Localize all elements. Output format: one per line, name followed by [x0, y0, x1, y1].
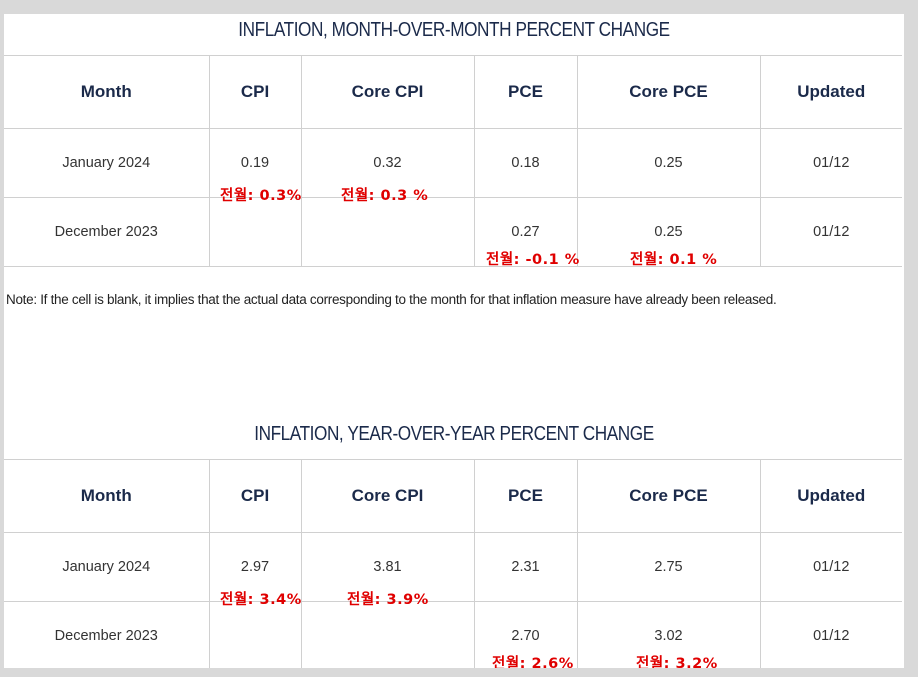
cell-core-cpi: 0.32 — [300, 128, 475, 198]
cell-cpi — [208, 197, 302, 267]
header-core-pce: Core PCE — [576, 55, 761, 129]
header-updated: Updated — [759, 55, 902, 129]
yoy-table-title: INFLATION, YEAR-OVER-YEAR PERCENT CHANGE — [254, 423, 654, 445]
cell-updated: 01/12 — [759, 197, 902, 267]
month-value: January 2024 — [62, 559, 151, 575]
annotation-jan-cpi-yoy: 전월: 3.4% — [220, 592, 302, 608]
cell-updated: 01/12 — [759, 532, 902, 602]
annotation-dec-core-pce-mom: 전월: 0.1 % — [630, 252, 718, 268]
header-core-cpi: Core CPI — [300, 459, 475, 533]
mom-table: Month CPI Core CPI PCE Core PCE Updated … — [4, 55, 902, 267]
cell-pce: 2.70 — [473, 601, 578, 668]
cell-cpi — [208, 601, 302, 668]
header-pce: PCE — [473, 459, 578, 533]
cell-month: January 2024 — [4, 128, 210, 198]
table-row: December 2023 0.27 0.25 01/12 — [4, 197, 902, 267]
mom-table-title: INFLATION, MONTH-OVER-MONTH PERCENT CHAN… — [238, 19, 670, 41]
cpi-value: 2.97 — [240, 559, 270, 575]
cell-updated: 01/12 — [759, 128, 902, 198]
header-month: Month — [4, 459, 210, 533]
cell-core-cpi — [300, 197, 475, 267]
header-core-pce: Core PCE — [576, 459, 761, 533]
month-value: January 2024 — [62, 155, 151, 171]
core-pce-value: 0.25 — [654, 155, 683, 171]
core-pce-value: 0.25 — [654, 224, 683, 240]
blank-cell-note: Note: If the cell is blank, it implies t… — [6, 292, 777, 307]
table-row: January 2024 0.19 0.32 0.18 0.25 01/12 — [4, 128, 902, 198]
header-cpi: CPI — [208, 459, 302, 533]
cpi-value: 0.19 — [240, 155, 270, 171]
cell-pce: 2.31 — [473, 532, 578, 602]
core-cpi-value: 3.81 — [373, 559, 402, 575]
annotation-jan-core-cpi-yoy: 전월: 3.9% — [347, 592, 429, 608]
header-core-cpi: Core CPI — [300, 55, 475, 129]
header-pce: PCE — [473, 55, 578, 129]
cell-month: January 2024 — [4, 532, 210, 602]
cell-month: December 2023 — [4, 197, 210, 267]
pce-value: 0.18 — [511, 155, 540, 171]
cell-core-pce: 0.25 — [576, 128, 761, 198]
updated-value: 01/12 — [813, 224, 850, 240]
cell-month: December 2023 — [4, 601, 210, 668]
core-pce-value: 3.02 — [654, 628, 683, 644]
pce-value: 2.31 — [511, 559, 540, 575]
annotation-dec-pce-mom: 전월: -0.1 % — [486, 252, 580, 268]
header-cpi: CPI — [208, 55, 302, 129]
yoy-table: Month CPI Core CPI PCE Core PCE Updated … — [4, 459, 902, 668]
table-row: January 2024 2.97 3.81 2.31 2.75 01/12 — [4, 532, 902, 602]
cell-core-pce: 3.02 — [576, 601, 761, 668]
pce-value: 0.27 — [511, 224, 540, 240]
annotation-jan-cpi-mom: 전월: 0.3% — [220, 188, 302, 204]
annotation-dec-core-pce-yoy: 전월: 3.2% — [636, 656, 718, 668]
updated-value: 01/12 — [813, 155, 850, 171]
table-row: December 2023 2.70 3.02 01/12 — [4, 601, 902, 668]
mom-header-row: Month CPI Core CPI PCE Core PCE Updated — [4, 55, 902, 129]
inflation-panel: INFLATION, MONTH-OVER-MONTH PERCENT CHAN… — [4, 14, 904, 668]
cell-pce: 0.18 — [473, 128, 578, 198]
cell-updated: 01/12 — [759, 601, 902, 668]
annotation-jan-core-cpi-mom: 전월: 0.3 % — [341, 188, 429, 204]
core-cpi-value: 0.32 — [373, 155, 402, 171]
cell-cpi: 0.19 — [208, 128, 302, 198]
annotation-dec-pce-yoy: 전월: 2.6% — [492, 656, 574, 668]
yoy-header-row: Month CPI Core CPI PCE Core PCE Updated — [4, 459, 902, 533]
pce-value: 2.70 — [511, 628, 540, 644]
month-value: December 2023 — [54, 224, 158, 240]
cell-core-cpi — [300, 601, 475, 668]
cell-core-pce: 0.25 — [576, 197, 761, 267]
header-updated: Updated — [759, 459, 902, 533]
cell-core-pce: 2.75 — [576, 532, 761, 602]
updated-value: 01/12 — [813, 559, 850, 575]
updated-value: 01/12 — [813, 628, 850, 644]
header-month: Month — [4, 55, 210, 129]
core-pce-value: 2.75 — [654, 559, 683, 575]
month-value: December 2023 — [54, 628, 158, 644]
